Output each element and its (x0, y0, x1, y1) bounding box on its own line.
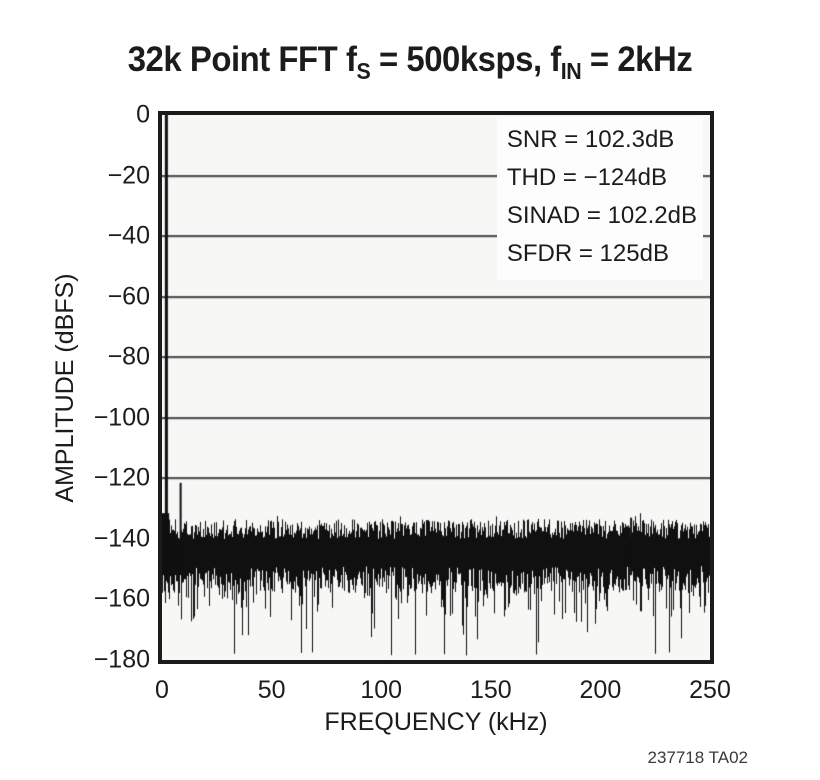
metrics-annotation-box: SNR = 102.3dB THD = −124dB SINAD = 102.2dB… (496, 117, 703, 280)
plot-area: SNR = 102.3dB THD = −124dB SINAD = 102.2dB… (158, 111, 714, 664)
x-axis-label: FREQUENCY (kHz) (324, 708, 548, 736)
y-tick-label: −180 (93, 645, 150, 674)
y-tick-label: −40 (107, 221, 150, 250)
y-tick-label: −100 (93, 403, 150, 432)
title-subscript: S (356, 58, 371, 84)
y-tick-label: 0 (136, 100, 150, 129)
y-tick-label: −60 (107, 282, 150, 311)
y-tick-label: −20 (107, 161, 150, 190)
y-tick-label: −160 (93, 584, 150, 613)
y-tick-label: −140 (93, 524, 150, 553)
metric-line: SINAD = 102.2dB (506, 202, 697, 229)
y-tick-label: −80 (107, 342, 150, 371)
y-axis-label: AMPLITUDE (dBFS) (51, 273, 79, 503)
metric-line: SFDR = 125dB (506, 240, 669, 267)
metric-line: THD = −124dB (506, 164, 667, 191)
title-subscript: IN (560, 58, 582, 84)
metric-line: SNR = 102.3dB (506, 126, 675, 153)
y-tick-label: −120 (93, 463, 150, 492)
chart-title: 32k Point FFT fS = 500ksps, fIN = 2kHz (127, 40, 693, 84)
part-number-watermark: 237718 TA02 (647, 748, 748, 767)
